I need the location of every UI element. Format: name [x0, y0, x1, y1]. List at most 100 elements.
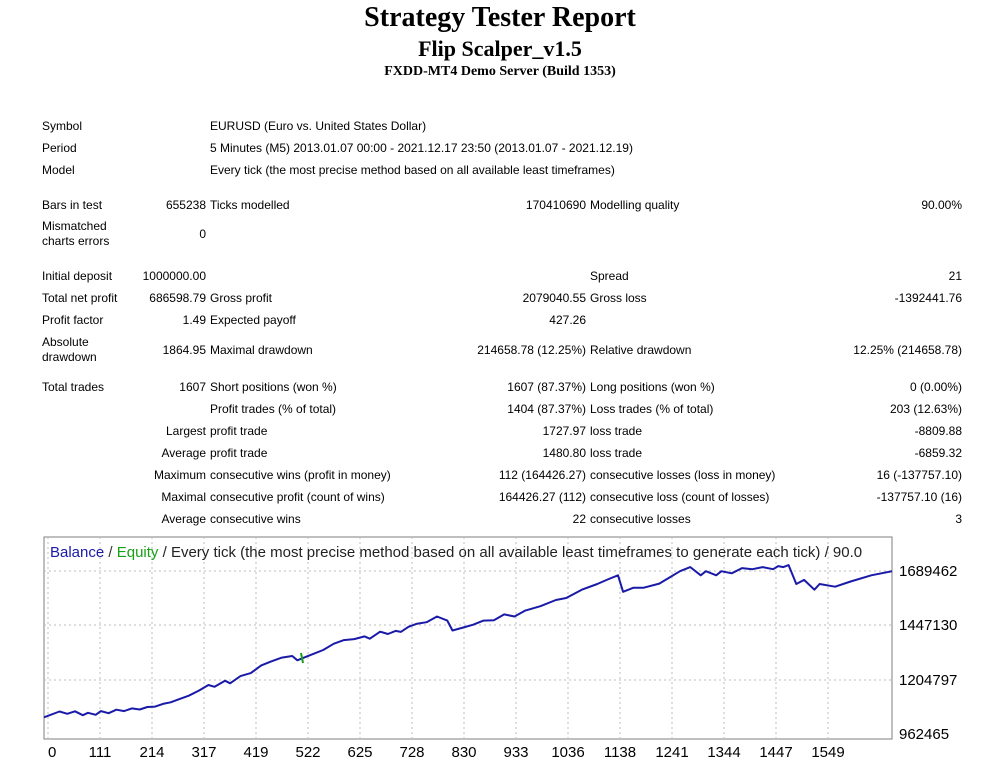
chart-svg: Balance / Equity / Every tick (the most …: [43, 536, 1000, 761]
gross-profit-label: Gross profit: [210, 291, 273, 305]
model-value: Every tick (the most precise method base…: [210, 163, 615, 177]
legend-description: / Every tick (the most precise method ba…: [158, 544, 862, 561]
max-dd-value: 214658.78 (12.25%): [477, 342, 586, 357]
equity-mark: [300, 652, 304, 664]
row-largest: Largest profit trade 1727.97 loss trade …: [40, 420, 964, 442]
quality-value: 90.00%: [921, 198, 963, 212]
row-maximum: Maximum consecutive wins (profit in mone…: [40, 464, 964, 486]
model-label: Model: [42, 163, 75, 177]
x-tick-label: 214: [139, 744, 164, 761]
max-cons-losses-label: consecutive losses (loss in money): [590, 468, 776, 482]
row-symbol: Symbol EURUSD (Euro vs. United States Do…: [40, 115, 964, 137]
trades-value: 1607: [179, 380, 206, 394]
largest-profit-value: 1727.97: [542, 424, 586, 438]
deposit-label: Initial deposit: [42, 269, 113, 283]
gross-loss-value: -1392441.76: [894, 291, 963, 305]
spread-label: Spread: [590, 269, 629, 283]
average-profit-value: 1480.80: [542, 446, 586, 460]
average-loss-label: loss trade: [590, 446, 643, 460]
gross-loss-label: Gross loss: [590, 291, 647, 305]
payoff-label: Expected payoff: [210, 313, 296, 327]
row-total-trades: Total trades 1607 Short positions (won %…: [40, 376, 964, 398]
avg-cons-losses-value: 3: [955, 512, 963, 526]
avg-cons-wins-value: 22: [572, 512, 586, 526]
largest-loss-label: loss trade: [590, 424, 643, 438]
x-tick-label: 1138: [604, 744, 636, 761]
mismatch-label: Mismatched charts errors: [42, 219, 110, 248]
loss-trades-label: Loss trades (% of total): [590, 402, 714, 416]
maximal-cons-profit-value: 164426.27 (112): [498, 490, 586, 504]
maximum-label: Maximum: [153, 468, 206, 482]
row-period: Period 5 Minutes (M5) 2013.01.07 00:00 -…: [40, 137, 964, 159]
mismatch-value: 0: [199, 227, 206, 241]
average-label: Average: [161, 446, 206, 460]
y-tick-label: 1204797: [899, 672, 957, 689]
x-tick-label: 522: [295, 744, 320, 761]
symbol-value: EURUSD (Euro vs. United States Dollar): [210, 119, 427, 133]
short-label: Short positions (won %): [210, 380, 337, 394]
average-profit-label: profit trade: [210, 446, 268, 460]
x-tick-label: 1447: [759, 744, 792, 761]
quality-label: Modelling quality: [590, 198, 680, 212]
ticks-value: 170410690: [525, 198, 586, 212]
rel-dd-value: 12.25% (214658.78): [853, 342, 963, 357]
max-cons-wins-value: 112 (164426.27): [498, 468, 586, 482]
row-model: Model Every tick (the most precise metho…: [40, 159, 964, 181]
largest-profit-label: profit trade: [210, 424, 268, 438]
deposit-value: 1000000.00: [142, 269, 206, 283]
legend-equity: Equity: [117, 544, 159, 561]
expert-name: Flip Scalper_v1.5: [418, 36, 582, 61]
pf-label: Profit factor: [42, 313, 104, 327]
maximal-cons-loss-value: -137757.10 (16): [876, 490, 963, 504]
ticks-label: Ticks modelled: [210, 198, 290, 212]
legend-sep: /: [104, 544, 117, 561]
max-cons-losses-value: 16 (-137757.10): [876, 468, 963, 482]
x-tick-label: 830: [451, 744, 476, 761]
symbol-label: Symbol: [42, 119, 83, 133]
x-tick-label: 0: [48, 744, 56, 761]
payoff-value: 427.26: [549, 313, 586, 327]
x-tick-label: 111: [89, 744, 112, 761]
maximal-cons-loss-label: consecutive loss (count of losses): [590, 490, 770, 504]
chart-legend: Balance / Equity / Every tick (the most …: [50, 544, 862, 561]
profit-trades-value: 1404 (87.37%): [507, 402, 586, 416]
long-value: 0 (0.00%): [909, 380, 963, 394]
rel-dd-label: Relative drawdown: [590, 342, 692, 357]
net-label: Total net profit: [42, 291, 118, 305]
y-tick-label: 1447130: [899, 617, 957, 634]
x-tick-label: 1549: [811, 744, 844, 761]
avg-cons-losses-label: consecutive losses: [590, 512, 691, 526]
pf-value: 1.49: [182, 313, 206, 327]
row-net-profit: Total net profit 686598.79 Gross profit …: [40, 287, 964, 309]
report-table: Symbol EURUSD (Euro vs. United States Do…: [40, 115, 964, 530]
legend-clip: [893, 537, 1000, 567]
legend-balance: Balance: [50, 544, 104, 561]
trades-label: Total trades: [42, 380, 105, 394]
spread-value: 21: [948, 269, 963, 283]
x-axis-labels: 0 111 214 317 419 522 625 728 830 933 1036 1138 1241…: [48, 744, 845, 761]
y-axis-labels: 1689462 1447130 1204797 962465: [899, 563, 957, 743]
y-tick-label: 962465: [899, 726, 949, 743]
max-dd-label: Maximal drawdown: [210, 342, 313, 357]
largest-label: Largest: [165, 424, 206, 438]
avg-cons-wins-label: consecutive wins: [210, 512, 301, 526]
abs-dd-label: Absolute drawdown: [42, 334, 97, 364]
profit-trades-label: Profit trades (% of total): [210, 402, 337, 416]
largest-loss-value: -8809.88: [914, 424, 963, 438]
abs-dd-value: 1864.95: [162, 342, 206, 357]
row-bars: Bars in test 655238 Ticks modelled 17041…: [40, 194, 964, 216]
gross-profit-value: 2079040.55: [522, 291, 586, 305]
maximal-cons-profit-label: consecutive profit (count of wins): [210, 490, 385, 504]
row-deposit: Initial deposit 1000000.00 Spread 21: [40, 265, 964, 287]
row-maximal: Maximal consecutive profit (count of win…: [40, 486, 964, 508]
report-title: Strategy Tester Report: [364, 2, 636, 33]
x-tick-label: 933: [503, 744, 528, 761]
loss-trades-value: 203 (12.63%): [889, 402, 963, 416]
average-loss-value: -6859.32: [914, 446, 963, 460]
row-drawdown: Absolute drawdown 1864.95 Maximal drawdo…: [40, 331, 964, 368]
row-average: Average profit trade 1480.80 loss trade …: [40, 442, 964, 464]
row-profit-trades: Profit trades (% of total) 1404 (87.37%)…: [40, 398, 964, 420]
x-tick-label: 317: [191, 744, 216, 761]
period-value: 5 Minutes (M5) 2013.01.07 00:00 - 2021.1…: [210, 141, 633, 155]
balance-series-line: [43, 564, 893, 719]
